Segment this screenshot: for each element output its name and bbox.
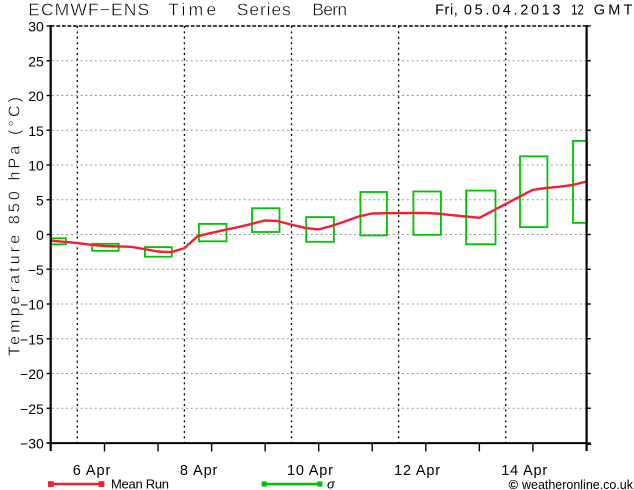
svg-text:Fri,: Fri, (435, 3, 458, 19)
svg-text:10: 10 (28, 158, 44, 174)
svg-text:©: © (509, 477, 519, 490)
svg-text:Bern: Bern (312, 0, 347, 20)
svg-text:12 Apr: 12 Apr (394, 463, 440, 479)
svg-text:σ: σ (327, 477, 336, 490)
svg-text:0: 0 (36, 227, 44, 243)
svg-text:14 Apr: 14 Apr (501, 463, 547, 479)
svg-text:ECMWF−ENS: ECMWF−ENS (28, 0, 149, 20)
svg-text:−30: −30 (20, 436, 44, 452)
svg-text:−15: −15 (20, 331, 44, 347)
svg-text:GMT: GMT (594, 3, 633, 19)
svg-text:15: 15 (28, 123, 44, 139)
svg-text:−20: −20 (20, 366, 44, 382)
svg-text:30: 30 (28, 19, 44, 35)
svg-text:Series: Series (237, 0, 291, 20)
svg-text:8 Apr: 8 Apr (180, 463, 218, 479)
svg-text:5: 5 (36, 192, 44, 208)
svg-text:10 Apr: 10 Apr (287, 463, 333, 479)
svg-text:20: 20 (28, 88, 44, 104)
svg-text:−25: −25 (20, 401, 44, 417)
svg-text:−5: −5 (28, 262, 44, 278)
svg-text:Mean Run: Mean Run (111, 477, 169, 490)
svg-text:6 Apr: 6 Apr (73, 463, 111, 479)
svg-text:Time: Time (168, 0, 216, 20)
svg-text:−10: −10 (20, 297, 44, 313)
svg-text:12: 12 (571, 3, 584, 19)
svg-text:weatheronline.co.uk: weatheronline.co.uk (521, 478, 634, 490)
svg-text:25: 25 (28, 53, 44, 69)
